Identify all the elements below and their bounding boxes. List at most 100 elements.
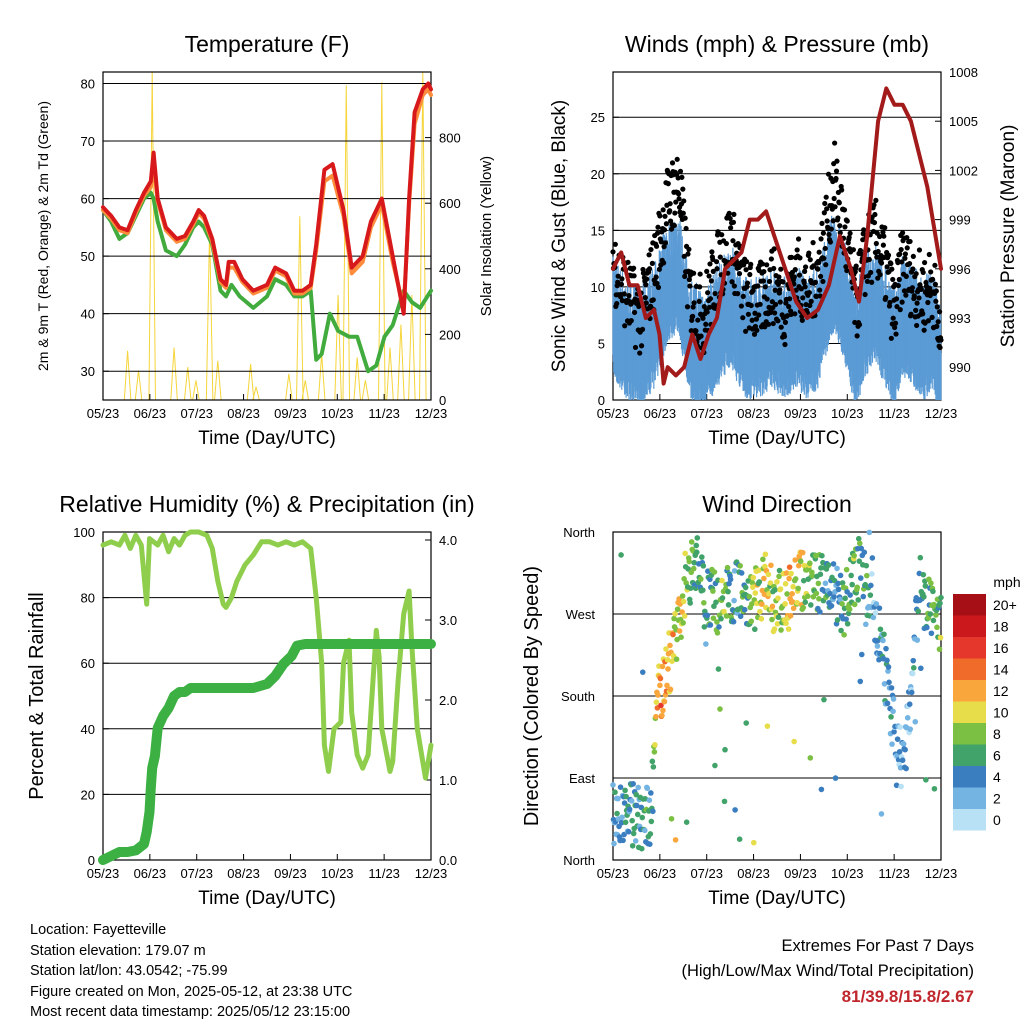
latlon-text: Station lat/lon: 43.0542; -75.99 bbox=[30, 963, 228, 979]
colorbar-label: 14 bbox=[993, 662, 1009, 678]
direction-point bbox=[722, 746, 728, 753]
direction-point bbox=[660, 707, 666, 714]
direction-point bbox=[715, 666, 722, 672]
y2-tick-label: 0 bbox=[439, 393, 446, 408]
y-axis-label: 2m & 9m T (Red, Orange) & 2m Td (Green) bbox=[35, 101, 51, 371]
solar-spike bbox=[123, 350, 132, 401]
direction-point bbox=[619, 814, 625, 821]
direction-point bbox=[725, 602, 732, 608]
gust-point bbox=[643, 282, 649, 288]
gust-point bbox=[717, 254, 723, 260]
direction-point bbox=[930, 588, 936, 595]
gust-point bbox=[730, 219, 737, 225]
direction-point bbox=[792, 576, 799, 582]
direction-point bbox=[825, 562, 832, 568]
gust-point bbox=[712, 290, 718, 297]
gust-point bbox=[731, 211, 737, 217]
solar-spike bbox=[170, 347, 178, 401]
gust-point bbox=[762, 324, 768, 330]
location-text: Location: Fayetteville bbox=[30, 922, 167, 938]
gust-point bbox=[890, 315, 896, 321]
colorbar-label: 0 bbox=[993, 812, 1001, 828]
direction-point bbox=[664, 656, 671, 663]
gust-point bbox=[743, 267, 749, 273]
colorbar-label: 20+ bbox=[993, 597, 1017, 613]
direction-point bbox=[856, 540, 863, 547]
direction-point bbox=[890, 708, 896, 715]
gust-point bbox=[668, 226, 675, 232]
gust-point bbox=[907, 260, 913, 267]
gust-point bbox=[815, 266, 821, 272]
gust-point bbox=[676, 191, 682, 197]
direction-point bbox=[819, 552, 825, 559]
gust-point bbox=[738, 303, 744, 309]
x-tick-label: 07/23 bbox=[690, 866, 723, 881]
gust-point bbox=[932, 281, 938, 287]
direction-point bbox=[651, 749, 658, 755]
gust-point bbox=[693, 328, 699, 334]
direction-point bbox=[698, 576, 704, 582]
x-tick-label: 12/23 bbox=[925, 866, 958, 881]
direction-point bbox=[633, 802, 640, 809]
gust-point bbox=[896, 276, 902, 283]
direction-point bbox=[783, 570, 790, 576]
direction-point bbox=[694, 535, 701, 541]
gust-point bbox=[889, 266, 895, 272]
direction-point bbox=[928, 630, 935, 637]
direction-point bbox=[809, 572, 816, 579]
solar-spike bbox=[386, 347, 394, 401]
direction-point bbox=[749, 584, 756, 591]
y-axis-label: Sonic Wind & Gust (Blue, Black) bbox=[549, 100, 570, 372]
solar-spike bbox=[361, 380, 370, 401]
y2-tick-label: 2.0 bbox=[439, 693, 457, 708]
gust-point bbox=[690, 270, 697, 276]
gust-point bbox=[726, 210, 732, 216]
colorbar-label: 4 bbox=[993, 769, 1001, 785]
direction-point bbox=[869, 555, 876, 561]
gust-point bbox=[653, 243, 660, 249]
direction-point bbox=[789, 590, 795, 597]
direction-point bbox=[815, 580, 822, 587]
gust-point bbox=[878, 260, 885, 266]
solar-spike bbox=[334, 295, 342, 401]
colorbar-swatch bbox=[953, 809, 986, 831]
gust-point bbox=[918, 286, 924, 293]
x-tick-label: 06/23 bbox=[644, 866, 677, 881]
gust-point bbox=[934, 304, 940, 310]
precipitation-line bbox=[98, 639, 436, 865]
direction-point bbox=[835, 586, 842, 593]
direction-point bbox=[723, 613, 730, 619]
direction-point bbox=[618, 552, 624, 558]
y-tick-label: 80 bbox=[81, 591, 95, 606]
direction-point bbox=[790, 605, 797, 612]
direction-point bbox=[808, 602, 814, 608]
direction-point bbox=[699, 554, 705, 560]
direction-point bbox=[906, 701, 913, 707]
gust-point bbox=[697, 271, 703, 277]
gust-point bbox=[740, 293, 746, 299]
dewpoint-line bbox=[101, 190, 433, 374]
gust-point bbox=[619, 276, 625, 282]
gust-point bbox=[902, 255, 908, 261]
gust-point bbox=[649, 260, 655, 266]
direction-point bbox=[758, 615, 765, 622]
direction-point bbox=[800, 577, 807, 584]
gust-point bbox=[698, 333, 704, 339]
direction-point bbox=[622, 819, 629, 826]
direction-point bbox=[639, 669, 646, 675]
gust-point bbox=[751, 331, 758, 337]
gust-point bbox=[646, 266, 653, 272]
direction-point bbox=[897, 764, 904, 771]
x-tick-label: 10/23 bbox=[321, 866, 354, 881]
gust-point bbox=[836, 200, 842, 206]
direction-point bbox=[756, 567, 762, 574]
gust-point bbox=[911, 293, 917, 299]
direction-point bbox=[737, 613, 744, 620]
gust-point bbox=[880, 242, 886, 248]
colorbar-swatch bbox=[953, 615, 986, 637]
solar-spike bbox=[252, 386, 260, 401]
direction-point bbox=[703, 641, 709, 647]
direction-point bbox=[786, 575, 792, 582]
y-tick-label: 60 bbox=[81, 656, 95, 671]
direction-point bbox=[896, 749, 903, 755]
